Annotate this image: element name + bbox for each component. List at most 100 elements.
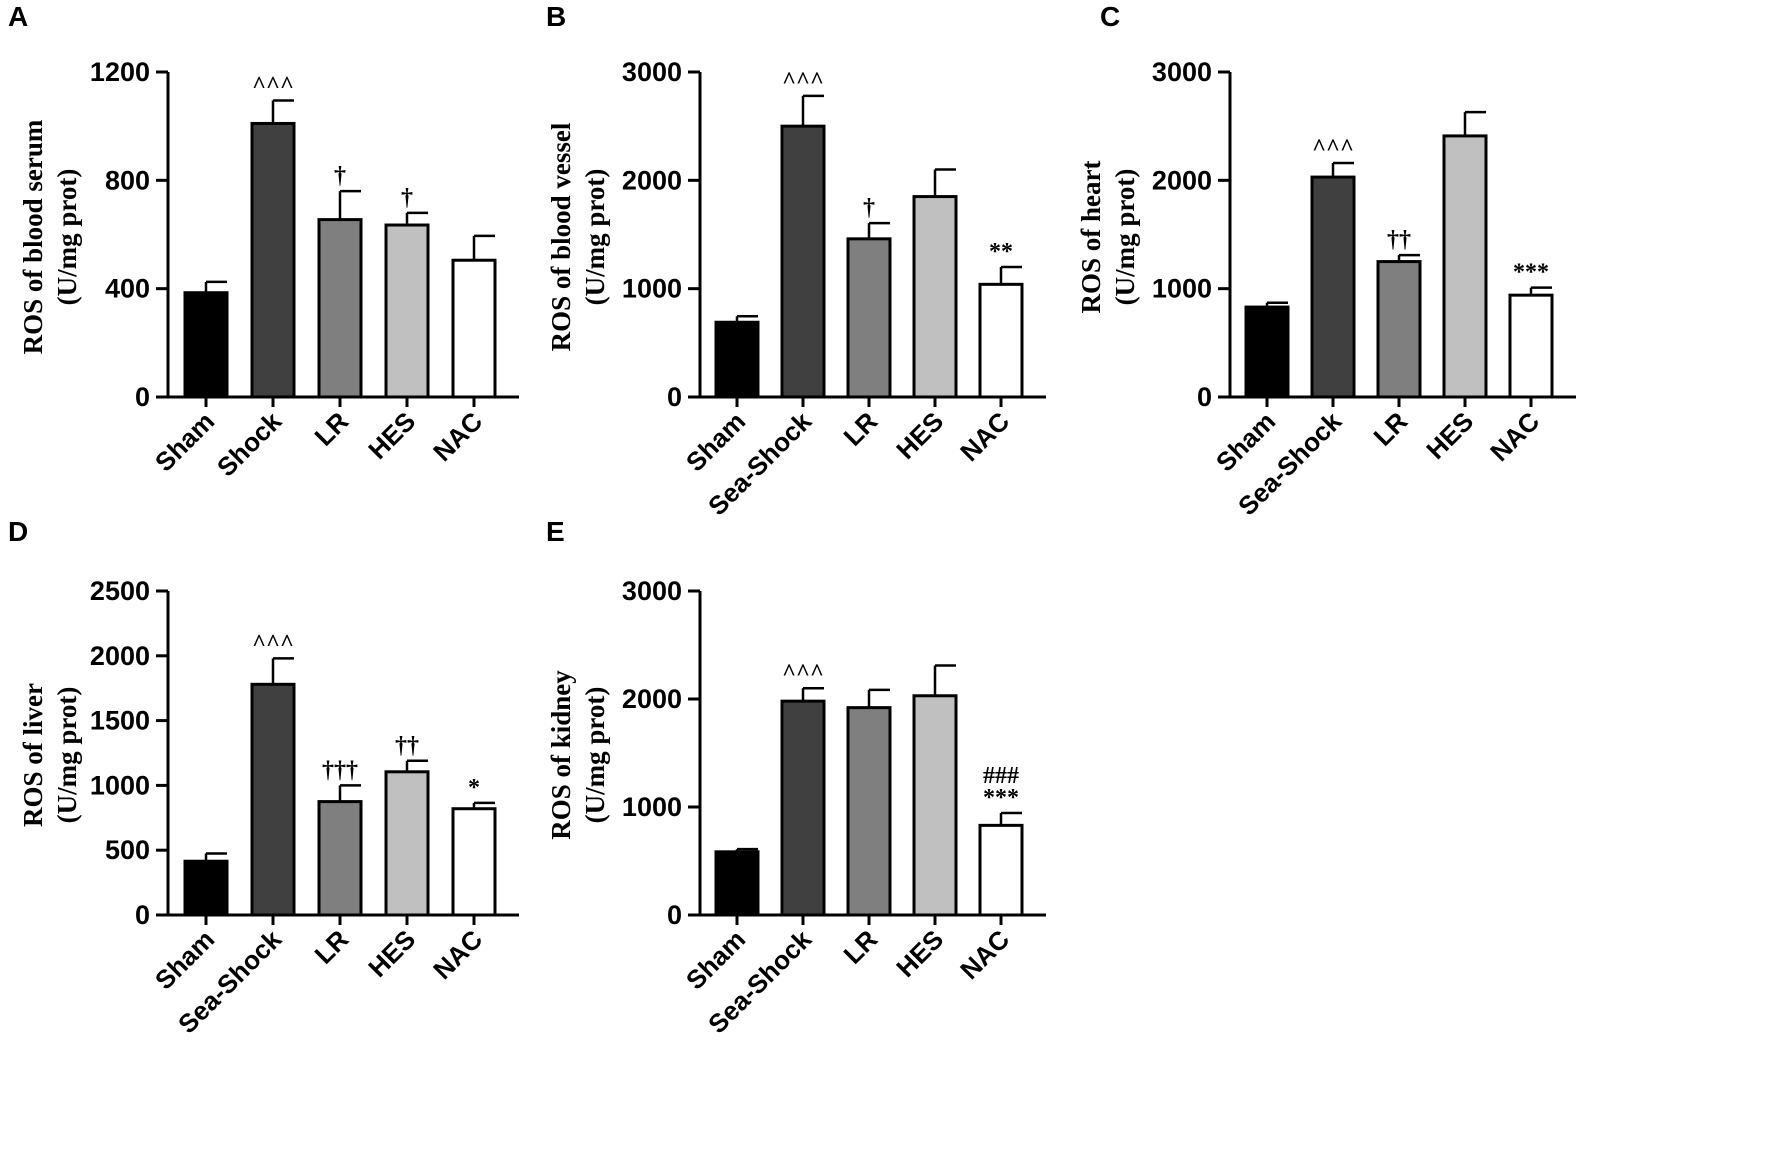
significance-label: † (334, 163, 346, 189)
y-tick-label: 800 (105, 165, 150, 195)
y-axis-label: ROS of heart (1076, 161, 1106, 314)
significance-label: † (401, 185, 413, 211)
bar-sea-shock (780, 124, 826, 399)
y-tick-label: 1000 (622, 274, 682, 304)
bar-lr (846, 237, 892, 399)
x-tick-label: HES (890, 924, 949, 983)
panel-letter: B (546, 1, 566, 32)
x-tick-label: NAC (954, 924, 1015, 985)
significance-label: ^^^ (252, 72, 294, 98)
bar-hes (1442, 134, 1488, 399)
bar-hes (384, 223, 430, 399)
y-tick-label: 2500 (90, 576, 150, 606)
bar-hes (912, 694, 958, 917)
significance-label: ^^^ (252, 630, 294, 656)
y-axis-label: (U/mg prot) (52, 169, 82, 306)
y-axis-label: ROS of liver (18, 683, 48, 827)
x-tick-label: NAC (427, 924, 488, 985)
x-tick-label: HES (890, 406, 949, 465)
y-tick-label: 2000 (1152, 165, 1212, 195)
bar-lr (317, 800, 363, 917)
panel-d: D 0 500 1000 1500 2000 2500 ROS of liver (U/mg p… (8, 516, 519, 1039)
y-tick-label: 1000 (90, 770, 150, 800)
x-tick-label: Sham (149, 406, 220, 477)
panel-letter: A (8, 1, 28, 32)
y-tick-label: 0 (667, 382, 682, 412)
x-tick-label: LR (838, 924, 884, 970)
significance-label: ### (983, 763, 1019, 789)
bar-hes (384, 770, 430, 917)
significance-label: †† (1387, 227, 1411, 253)
significance-label: †† (395, 733, 419, 759)
y-tick-label: 1000 (1152, 274, 1212, 304)
bar-sea-shock (250, 682, 296, 917)
x-tick-label: HES (362, 406, 421, 465)
significance-label: ^^^ (782, 660, 824, 686)
y-tick-label: 2000 (90, 641, 150, 671)
x-tick-label: LR (1368, 406, 1414, 452)
y-axis-label: (U/mg prot) (1110, 169, 1140, 306)
bar-hes (912, 195, 958, 399)
y-tick-label: 1500 (90, 706, 150, 736)
significance-label: *** (983, 785, 1019, 811)
bar-sham (714, 320, 760, 399)
y-tick-label: 0 (667, 900, 682, 930)
panel-letter: E (546, 516, 565, 547)
panel-letter: D (8, 516, 28, 547)
x-tick-label: NAC (1484, 406, 1545, 467)
y-tick-label: 2000 (622, 165, 682, 195)
significance-label: * (468, 775, 480, 801)
bar-sea-shock (780, 699, 826, 917)
x-tick-label: LR (309, 406, 355, 452)
x-tick-label: HES (1420, 406, 1479, 465)
y-tick-label: 3000 (622, 576, 682, 606)
y-axis-label: ROS of blood serum (18, 119, 48, 354)
bar-sham (183, 291, 229, 399)
y-tick-label: 3000 (622, 57, 682, 87)
significance-label: ** (989, 239, 1013, 265)
y-tick-label: 400 (105, 274, 150, 304)
bar-nac (451, 258, 497, 399)
x-tick-label: NAC (954, 406, 1015, 467)
panel-a: A 0 400 800 1200 ROS of blood serum (U/mg prot… (8, 1, 519, 482)
y-tick-label: 0 (135, 900, 150, 930)
bar-shock (250, 121, 296, 399)
bar-lr (846, 706, 892, 917)
x-tick-label: LR (838, 406, 884, 452)
y-tick-label: 1000 (622, 792, 682, 822)
significance-label: † (863, 195, 875, 221)
bar-nac (451, 807, 497, 917)
bar-nac (978, 282, 1024, 399)
y-tick-label: 0 (135, 382, 150, 412)
y-axis-label: ROS of blood vessel (546, 122, 576, 351)
bar-lr (1376, 260, 1422, 399)
significance-label: *** (1513, 260, 1549, 286)
x-tick-label: NAC (427, 406, 488, 467)
y-axis-label: ROS of kidney (546, 670, 576, 840)
panel-b: B 0 1000 2000 3000 ROS of blood vessel (U/mg p… (546, 1, 1046, 521)
panel-letter: C (1100, 1, 1120, 32)
y-axis-label: (U/mg prot) (52, 687, 82, 824)
x-tick-label: LR (309, 924, 355, 970)
bar-sea-shock (1310, 175, 1356, 399)
y-tick-label: 3000 (1152, 57, 1212, 87)
x-tick-label: Shock (211, 406, 288, 483)
y-axis-label: (U/mg prot) (580, 687, 610, 824)
y-tick-label: 1200 (90, 57, 150, 87)
y-tick-label: 0 (1197, 382, 1212, 412)
bar-sham (714, 850, 760, 917)
bar-nac (978, 823, 1024, 917)
bar-sham (183, 859, 229, 917)
y-axis-label: (U/mg prot) (580, 169, 610, 306)
significance-label: ††† (322, 757, 358, 783)
significance-label: ^^^ (1312, 135, 1354, 161)
x-tick-label: HES (362, 924, 421, 983)
significance-label: ^^^ (782, 68, 824, 94)
bar-nac (1508, 293, 1554, 399)
bar-lr (317, 218, 363, 399)
y-tick-label: 500 (105, 835, 150, 865)
bar-sham (1244, 305, 1290, 399)
